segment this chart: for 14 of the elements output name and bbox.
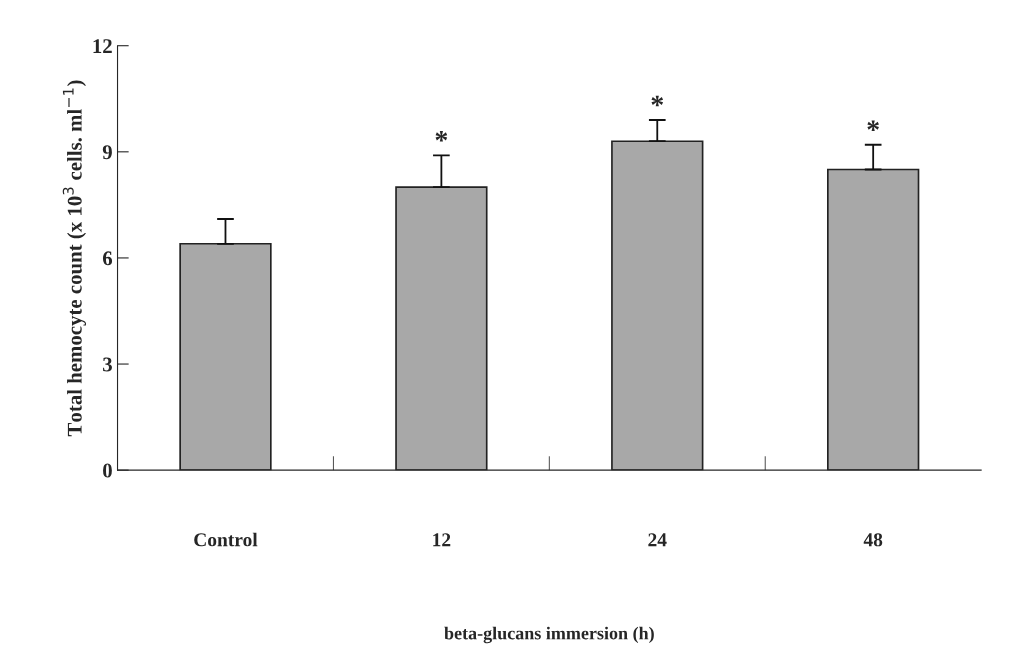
x-tick-label: 48 [863, 533, 883, 547]
annotation: * [651, 95, 664, 107]
y-tick-label: 0 [103, 463, 112, 478]
y-tick-label: 6 [102, 251, 113, 266]
y-tick-label: 3 [103, 357, 112, 372]
annotation: * [867, 120, 879, 131]
x-tick-label: Control [194, 532, 258, 547]
y-axis-title: Total hemocyte count (x 10$^{3}$ cells. ml$^{−1}$) [62, 80, 87, 437]
x-tick-label: 24 [648, 533, 667, 547]
x-tick-label: 12 [433, 533, 451, 547]
x-axis-title: beta-glucans immersion (h) [444, 626, 654, 644]
annotation: * [435, 131, 448, 142]
y-tick-label: 12 [93, 39, 112, 53]
y-tick-label: 9 [102, 145, 112, 160]
